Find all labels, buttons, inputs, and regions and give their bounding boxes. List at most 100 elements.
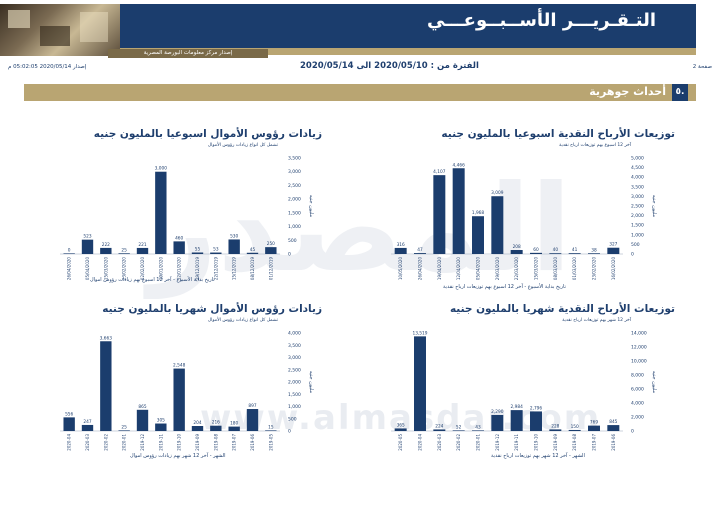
report-period: الفترة من : 2020/05/10 الى 2020/05/14 (300, 61, 479, 71)
x-tick-label: 2020-03 (85, 434, 90, 451)
page-number: صفحة 2 (692, 64, 712, 70)
report-title: التـقـريـــر الأســبــوعـــي (426, 10, 656, 31)
y-tick-label: 6,000 (631, 387, 644, 393)
chart-xlabel: تاريخ بداية الأسبوع - آخر 12 اسبوع بهم ت… (443, 284, 566, 290)
data-label: 3,009 (491, 190, 504, 196)
bar (210, 425, 222, 431)
data-label: 1,968 (472, 210, 485, 216)
y-tick-label: 1,500 (288, 392, 301, 398)
x-tick-label: 2020-01 (122, 434, 127, 451)
bar (394, 247, 407, 254)
x-tick-label: 2020-04 (418, 434, 423, 451)
x-tick-label: 15/12/2019 (232, 257, 237, 281)
report-subtitle: إصدار مركز معلومات البورصة المصرية (108, 49, 268, 58)
x-tick-label: 22/03/2020 (514, 257, 519, 281)
data-label: 4,466 (453, 162, 466, 168)
x-tick-label: 2019-10 (177, 434, 182, 451)
x-tick-label: 12/01/2020 (177, 257, 182, 281)
bar (155, 423, 167, 431)
data-label: 52 (456, 424, 462, 430)
x-tick-label: 2019-08 (572, 434, 577, 451)
bar (607, 247, 620, 254)
monthly-capital-increase-chart: زيادات رؤوس الأموال شهريا بالمليون جنيه … (30, 303, 330, 483)
x-tick-label: 16/02/2020 (611, 257, 616, 281)
data-label: 865 (138, 404, 146, 410)
bar (81, 239, 94, 254)
data-label: 2,290 (491, 409, 504, 415)
bar (414, 336, 426, 431)
chart-title: توزيعات الأرباح النقدية شهريا بالمليون ج… (449, 303, 675, 315)
y-tick-label: 2,500 (288, 183, 301, 189)
x-tick-label: 15/03/2020 (534, 257, 539, 281)
report-header: التـقـريـــر الأســبــوعـــي إصدار مركز … (0, 0, 720, 58)
data-label: 769 (590, 420, 598, 426)
data-label: 221 (138, 242, 146, 248)
y-tick-label: 1,000 (631, 232, 644, 238)
y-tick-label: 0 (631, 252, 634, 258)
x-tick-label: 2019-10 (534, 434, 539, 451)
x-tick-label: 22/12/2019 (213, 257, 218, 281)
x-tick-label: 2019-07 (592, 434, 597, 451)
x-tick-label: 2020-02 (103, 434, 108, 451)
bar (588, 425, 600, 431)
y-tick-label: 4,500 (631, 165, 644, 171)
x-tick-label: 26/04/2020 (418, 257, 423, 281)
bar (63, 253, 75, 254)
bar (394, 428, 407, 431)
y-axis-label: مليون جنيه (651, 371, 657, 394)
bar (491, 414, 504, 431)
bar (265, 430, 277, 431)
monthly-dividends-chart: توزيعات الأرباح النقدية شهريا بالمليون ج… (383, 303, 683, 483)
data-label: 228 (551, 423, 559, 429)
bar (568, 253, 581, 254)
y-tick-label: 12,000 (631, 345, 647, 351)
chart-title: زيادات رؤوس الأموال اسبوعيا بالمليون جني… (93, 128, 322, 140)
section-bar: ٥. أحداث جوهرية (24, 84, 696, 101)
x-tick-label: 2020-03 (437, 434, 442, 451)
x-tick-label: 02/02/2020 (140, 257, 145, 281)
data-label: 45 (250, 247, 256, 253)
bar (530, 411, 542, 431)
y-tick-label: 2,000 (288, 380, 301, 386)
y-tick-label: 4,000 (288, 331, 301, 337)
y-tick-label: 2,500 (631, 204, 644, 210)
data-label: 523 (83, 234, 91, 240)
y-tick-label: 4,000 (631, 401, 644, 407)
x-tick-label: 2020-01 (476, 434, 481, 451)
data-label: 53 (213, 247, 219, 253)
x-tick-label: 12/04/2020 (456, 257, 461, 281)
bar (452, 168, 465, 254)
y-tick-label: 3,000 (288, 169, 301, 175)
bar (510, 410, 523, 431)
data-label: 247 (83, 419, 91, 425)
bar (549, 429, 562, 431)
y-axis-label: مليون جنيه (308, 371, 314, 394)
bar (173, 241, 185, 254)
data-label: 47 (417, 247, 423, 253)
bar (433, 429, 446, 431)
y-tick-label: 0 (288, 252, 291, 258)
y-tick-label: 10,000 (631, 359, 647, 365)
y-tick-label: 500 (288, 416, 297, 422)
data-label: 365 (397, 422, 405, 428)
bar (228, 426, 240, 431)
bar (173, 368, 185, 431)
y-tick-label: 3,500 (288, 156, 301, 162)
weekly-dividends-chart: توزيعات الأرباح النقدية اسبوعيا بالمليون… (383, 128, 683, 308)
x-tick-label: 2019-09 (553, 434, 558, 451)
section-number: ٥. (672, 84, 688, 101)
chart-xlabel: تاريخ بداية الأسبوع - آخر 12 اسبوع بهم ز… (90, 277, 215, 283)
data-label: 222 (102, 242, 110, 248)
x-tick-label: 26/04/2020 (67, 257, 72, 281)
x-tick-label: 01/12/2019 (268, 257, 273, 281)
y-tick-label: 2,000 (288, 197, 301, 203)
bar (510, 250, 523, 254)
data-label: 60 (533, 247, 539, 253)
y-tick-label: 5,000 (631, 156, 644, 162)
header-band: التـقـريـــر الأســبــوعـــي (120, 4, 696, 48)
data-label: 224 (435, 423, 443, 429)
x-tick-label: 2019-05 (268, 434, 273, 451)
data-label: 250 (267, 241, 275, 247)
y-tick-label: 3,000 (288, 355, 301, 361)
data-label: 327 (609, 242, 617, 248)
